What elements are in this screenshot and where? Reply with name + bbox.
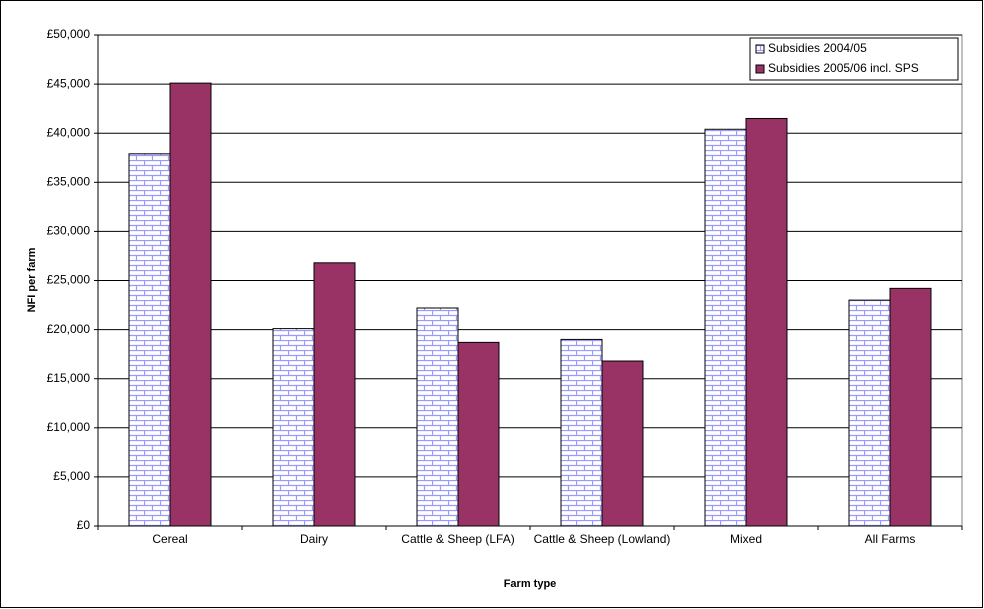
y-tick-label: £20,000	[47, 322, 91, 336]
x-tick-label: Cereal	[152, 532, 188, 546]
bar	[416, 307, 459, 527]
y-tick-label: £15,000	[47, 371, 91, 385]
bar	[457, 341, 500, 527]
y-axis-title: NFI per farm	[26, 247, 38, 312]
y-tick-label: £10,000	[47, 420, 91, 434]
x-tick-label-box: All Farms	[864, 532, 916, 546]
y-tick-label: £30,000	[47, 224, 91, 238]
x-tick-label-box: Cattle & Sheep (LFA)	[401, 532, 515, 546]
x-tick-label-box: Dairy	[299, 532, 328, 546]
y-tick-label: £40,000	[47, 125, 91, 139]
bar	[128, 153, 171, 527]
x-tick-label: All Farms	[864, 532, 916, 546]
bar	[272, 328, 315, 527]
bar	[745, 117, 788, 527]
y-tick-label: £0	[77, 518, 91, 532]
x-tick-label: Cattle & Sheep (Lowland)	[533, 532, 671, 546]
legend-swatch	[755, 44, 765, 54]
bar	[704, 128, 747, 527]
bar	[169, 82, 212, 527]
legend-label: Subsidies 2004/05	[768, 41, 867, 55]
y-tick-label: £45,000	[47, 76, 91, 90]
y-tick-label: £25,000	[47, 273, 91, 287]
bar	[601, 360, 644, 527]
y-tick-label: £50,000	[47, 27, 91, 41]
x-axis-title: Farm type	[504, 578, 557, 590]
x-tick-label-box: Cattle & Sheep (Lowland)	[533, 532, 671, 546]
x-tick-label: Cattle & Sheep (LFA)	[401, 532, 515, 546]
legend-swatch	[755, 64, 765, 74]
x-tick-label-box: Mixed	[729, 532, 762, 546]
legend-label: Subsidies 2005/06 incl. SPS	[768, 61, 919, 75]
bar	[313, 262, 356, 527]
bar	[848, 299, 891, 527]
bar	[560, 338, 603, 527]
bar	[889, 287, 932, 527]
x-tick-label: Mixed	[729, 532, 762, 546]
y-tick-label: £5,000	[53, 469, 90, 483]
y-tick-label: £35,000	[47, 174, 91, 188]
x-tick-label-box: Cereal	[152, 532, 188, 546]
x-tick-label: Dairy	[299, 532, 328, 546]
legend-box	[749, 37, 959, 81]
